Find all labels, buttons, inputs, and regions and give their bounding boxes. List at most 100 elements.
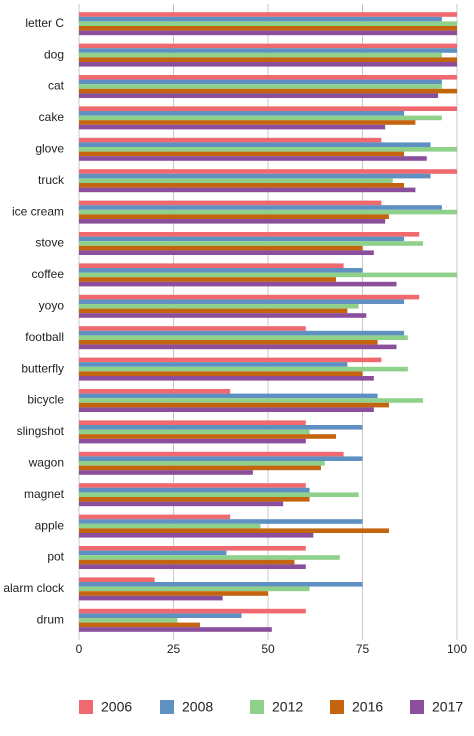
- legend-swatch: [330, 700, 344, 714]
- legend-label: 2008: [182, 699, 213, 715]
- bar: [79, 268, 363, 273]
- bar: [79, 362, 348, 367]
- bar: [79, 429, 310, 435]
- bar: [79, 205, 442, 210]
- bar: [79, 550, 227, 556]
- bar: [79, 84, 442, 89]
- y-tick-label: butterfly: [21, 361, 64, 375]
- y-tick-label: wagon: [28, 455, 64, 469]
- bar: [79, 241, 423, 246]
- bar: [79, 528, 389, 533]
- x-tick-label: 25: [167, 642, 181, 656]
- bar: [79, 451, 344, 457]
- bar: [79, 200, 382, 206]
- bar: [79, 420, 306, 425]
- bar: [79, 425, 363, 430]
- bar: [79, 232, 420, 237]
- bar: [79, 93, 439, 98]
- bar: [79, 608, 306, 614]
- y-tick-label: stove: [35, 236, 64, 250]
- y-tick-label: cat: [48, 79, 65, 93]
- bar: [79, 124, 386, 130]
- y-tick-label: pot: [47, 550, 64, 564]
- bar: [79, 582, 363, 587]
- bar: [79, 294, 420, 300]
- x-tick-label: 0: [76, 642, 83, 656]
- bar: [79, 147, 457, 152]
- bar: [79, 187, 416, 193]
- bar: [79, 344, 397, 350]
- y-tick-label: letter C: [25, 16, 64, 30]
- bar: [79, 523, 261, 529]
- bar: [79, 277, 337, 282]
- y-tick-label: magnet: [24, 487, 65, 501]
- y-tick-label: yoyo: [39, 298, 65, 312]
- bar: [79, 340, 378, 345]
- y-tick-label: bicycle: [27, 393, 64, 407]
- bar: [79, 52, 442, 58]
- legend-label: 2012: [272, 699, 303, 715]
- bar: [79, 250, 374, 255]
- bar: [79, 434, 337, 439]
- bar: [79, 169, 457, 174]
- bar: [79, 546, 306, 551]
- legend-swatch: [160, 700, 174, 714]
- bar: [79, 366, 408, 372]
- bar: [79, 111, 405, 116]
- y-tick-label: drum: [37, 612, 64, 626]
- bar: [79, 376, 374, 381]
- bar: [79, 299, 405, 304]
- bar: [79, 115, 442, 121]
- bar: [79, 335, 408, 340]
- bar: [79, 483, 306, 488]
- bar: [79, 173, 431, 179]
- bar: [79, 48, 457, 53]
- bar: [79, 156, 427, 161]
- bar: [79, 501, 284, 507]
- bar: [79, 16, 442, 22]
- y-tick-label: dog: [44, 47, 64, 61]
- y-tick-label: ice cream: [12, 204, 64, 218]
- bar: [79, 236, 405, 242]
- bar: [79, 398, 423, 403]
- legend-label: 2017: [432, 699, 463, 715]
- legend-swatch: [250, 700, 264, 714]
- bar: [79, 26, 457, 31]
- bar: [79, 577, 155, 582]
- legend-label: 2016: [352, 699, 383, 715]
- legend-swatch: [79, 700, 93, 714]
- bar: [79, 313, 367, 318]
- bar: [79, 627, 272, 632]
- bar: [79, 326, 306, 331]
- bar: [79, 79, 442, 85]
- legend-label: 2006: [101, 699, 132, 715]
- bar: [79, 487, 310, 493]
- y-tick-label: apple: [35, 518, 65, 532]
- y-tick-label: slingshot: [17, 424, 65, 438]
- bar: [79, 407, 374, 412]
- y-tick-label: glove: [35, 141, 64, 155]
- bar: [79, 586, 310, 592]
- bar: [79, 533, 314, 538]
- x-tick-label: 50: [261, 642, 275, 656]
- bar: [79, 564, 306, 569]
- bar: [79, 402, 389, 408]
- bar: [79, 613, 242, 618]
- bar: [79, 209, 457, 215]
- bar: [79, 151, 405, 157]
- bar: [79, 30, 457, 36]
- y-tick-label: alarm clock: [3, 581, 65, 595]
- bar: [79, 559, 295, 565]
- bar: [79, 272, 457, 278]
- bar: [79, 142, 431, 147]
- bar: [79, 106, 457, 111]
- bar: [79, 470, 253, 475]
- bar: [79, 304, 359, 309]
- bar: [79, 492, 359, 497]
- bar: [79, 43, 457, 49]
- bar: [79, 618, 178, 623]
- bar: [79, 330, 405, 336]
- bar: [79, 591, 268, 596]
- bar: [79, 371, 363, 376]
